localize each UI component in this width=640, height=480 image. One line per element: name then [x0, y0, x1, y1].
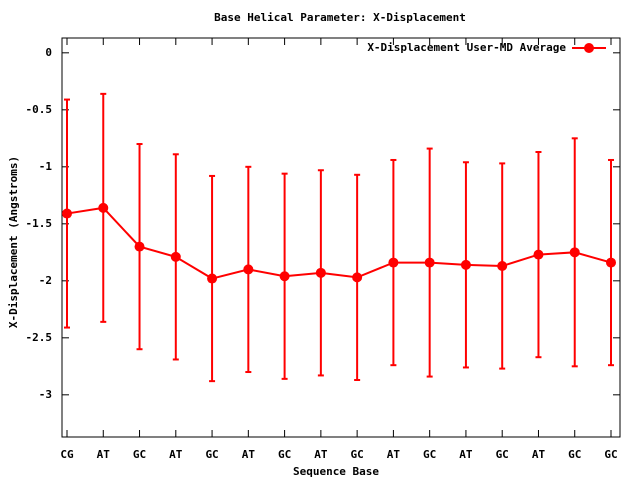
data-point: [170, 251, 181, 262]
x-tick-label: GC: [496, 448, 509, 461]
chart-title: Base Helical Parameter: X-Displacement: [214, 11, 466, 24]
x-tick-label: GC: [568, 448, 581, 461]
x-tick-label: AT: [169, 448, 183, 461]
x-tick-label: GC: [205, 448, 218, 461]
x-tick-label: CG: [60, 448, 74, 461]
data-point: [606, 257, 616, 268]
x-tick-label: AT: [314, 448, 328, 461]
x-tick-label: AT: [387, 448, 401, 461]
data-point: [460, 259, 471, 270]
data-point: [62, 208, 72, 219]
x-axis-label: Sequence Base: [293, 465, 379, 478]
legend-label: X-Displacement User-MD Average: [367, 41, 566, 54]
y-axis-label: X-Displacement (Angstroms): [7, 156, 20, 328]
data-point: [352, 272, 363, 283]
y-tick-label: -3: [39, 388, 52, 401]
x-tick-label: AT: [532, 448, 546, 461]
data-point: [424, 257, 435, 268]
data-point: [497, 261, 508, 271]
plot-frame: [61, 37, 621, 438]
x-tick-label: GC: [604, 448, 617, 461]
y-tick-label: -1.5: [26, 217, 53, 230]
x-tick-label: AT: [459, 448, 473, 461]
data-point: [569, 247, 580, 258]
y-tick-label: -2.5: [26, 331, 53, 344]
x-tick-label: GC: [423, 448, 436, 461]
data-point: [98, 202, 109, 213]
data-point: [243, 264, 254, 275]
data-point: [315, 267, 326, 278]
data-point: [533, 249, 544, 260]
x-tick-label: GC: [351, 448, 364, 461]
x-tick-label: GC: [278, 448, 291, 461]
data-point: [279, 271, 290, 282]
x-tick-label: GC: [133, 448, 146, 461]
y-tick-label: -0.5: [26, 103, 53, 116]
y-tick-label: -2: [39, 274, 52, 287]
data-point: [134, 241, 145, 252]
series-line: [66, 206, 612, 280]
legend-marker: [584, 43, 594, 53]
x-tick-label: AT: [97, 448, 111, 461]
x-tick-label: AT: [242, 448, 256, 461]
y-tick-label: -1: [39, 160, 53, 173]
y-tick-label: 0: [45, 46, 52, 59]
data-point: [388, 257, 399, 268]
data-point: [207, 273, 218, 284]
